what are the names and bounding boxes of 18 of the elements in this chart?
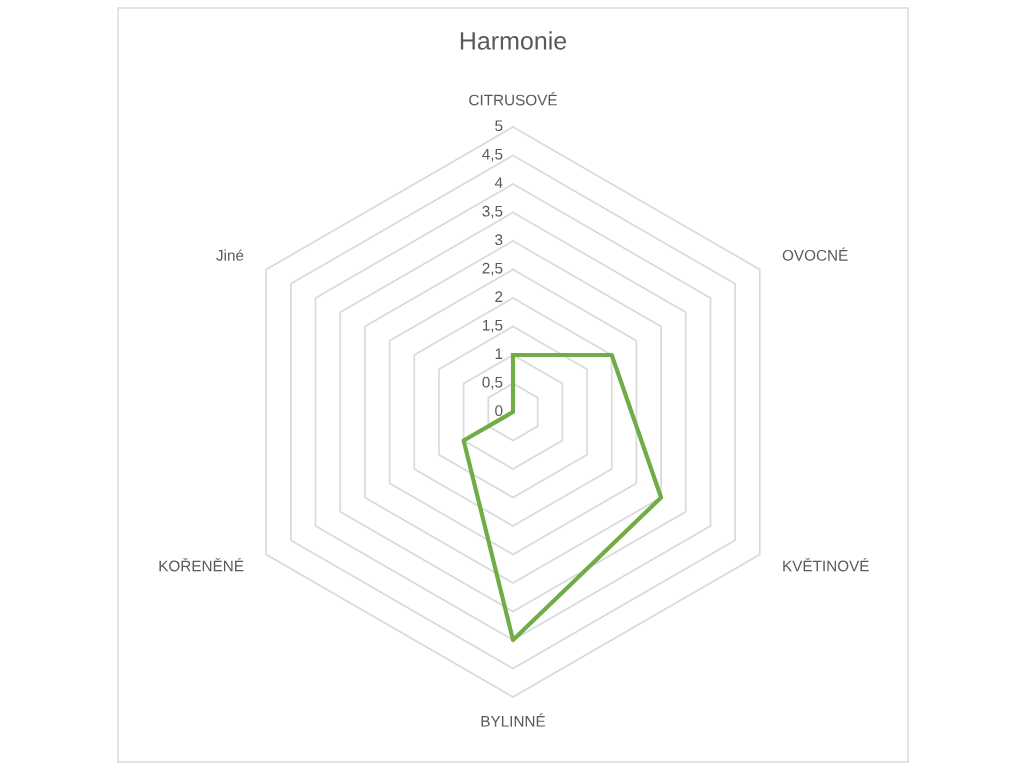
y-tick-label: 3,5 (482, 205, 503, 219)
y-tick-label: 0 (495, 405, 503, 417)
y-tick-label: 4,5 (482, 148, 503, 162)
y-tick-label: 4 (494, 177, 503, 188)
spoke-label: OVOCNÉ (782, 247, 848, 261)
y-tick-label: 0,5 (482, 376, 503, 390)
spoke-label: KOŘENĚNÉ (159, 557, 244, 572)
y-tick-label: 1 (495, 348, 503, 359)
spoke-label: Jiné (216, 249, 244, 261)
spoke-label: KVĚTINOVÉ (783, 557, 869, 572)
chart-title: Harmonie (460, 31, 567, 50)
y-tick-label: 3 (495, 234, 503, 246)
y-tick-label: 2 (495, 291, 503, 302)
spoke-label: CITRUSOVÉ (469, 92, 557, 106)
y-tick-label: 1,5 (482, 319, 503, 333)
y-tick-label: 2,5 (482, 262, 503, 276)
spoke-label: BYLINNÉ (481, 713, 546, 727)
y-tick-label: 5 (495, 120, 503, 132)
